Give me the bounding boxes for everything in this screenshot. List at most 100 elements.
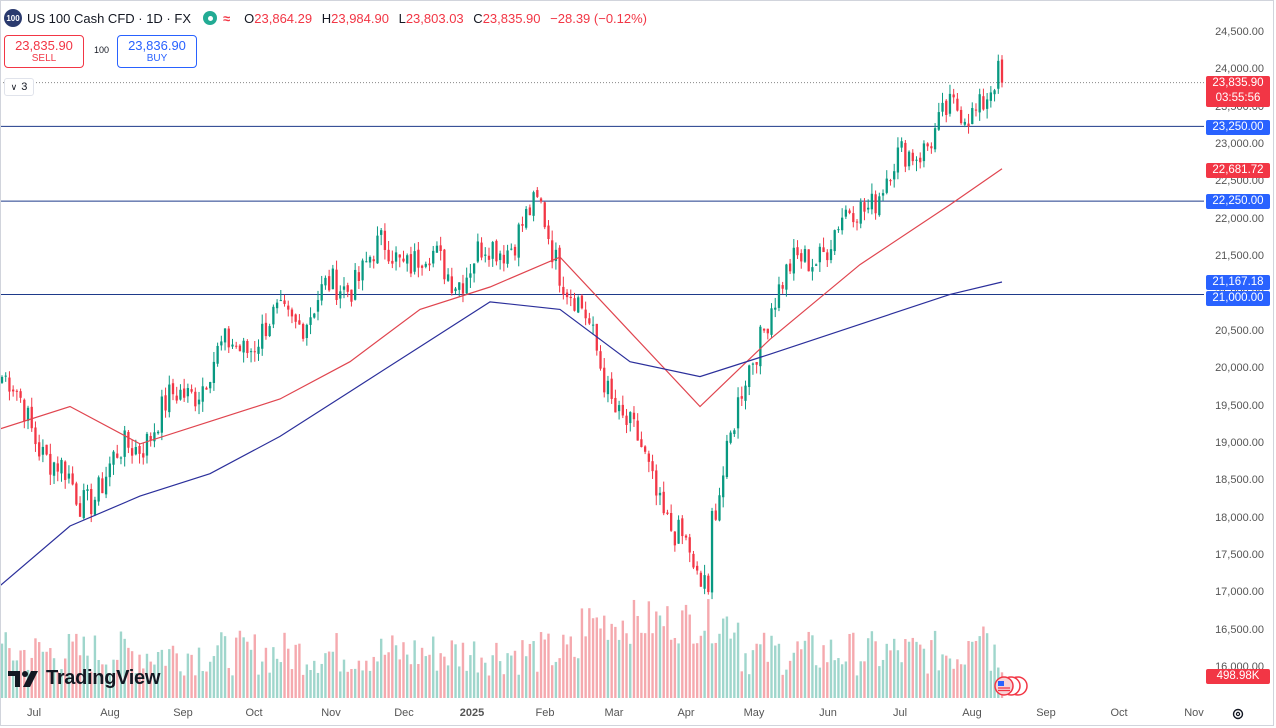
volume-bar bbox=[227, 667, 230, 698]
candle-body bbox=[829, 249, 833, 261]
volume-bar bbox=[164, 665, 167, 698]
candle-body bbox=[803, 249, 807, 262]
volume-bar bbox=[465, 670, 468, 698]
sell-button[interactable]: 23,835.90 SELL bbox=[4, 35, 84, 68]
price-axis-tick-label: 20,000.00 bbox=[1215, 362, 1264, 375]
volume-bar bbox=[517, 674, 520, 698]
candle-body bbox=[93, 499, 97, 515]
volume-bar bbox=[197, 647, 201, 698]
volume-bar bbox=[298, 643, 301, 698]
volume-bar bbox=[458, 666, 461, 698]
candle-body bbox=[945, 100, 948, 115]
volume-bar bbox=[595, 617, 598, 698]
time-axis-tick-label: 2025 bbox=[459, 707, 485, 719]
gear-icon[interactable] bbox=[1231, 707, 1245, 721]
candle-body bbox=[361, 260, 364, 281]
candle-body bbox=[268, 326, 271, 337]
volume-bar bbox=[461, 642, 465, 698]
volume-bar bbox=[721, 618, 725, 698]
candle-body bbox=[339, 291, 342, 299]
candle-body bbox=[320, 284, 323, 301]
volume-bar bbox=[621, 620, 625, 698]
volume-bar bbox=[208, 661, 212, 698]
price-chart[interactable] bbox=[0, 0, 1204, 700]
candle-body bbox=[852, 213, 855, 223]
volume-bar bbox=[450, 640, 454, 698]
candle-body bbox=[279, 300, 282, 302]
volume-bar bbox=[264, 647, 268, 698]
volume-bar bbox=[428, 654, 431, 698]
ma-fast-badge: 22,681.72 bbox=[1206, 163, 1270, 178]
candle-body bbox=[480, 242, 483, 258]
volume-bar bbox=[417, 664, 420, 698]
volume-bar bbox=[870, 631, 874, 698]
volume-bar bbox=[718, 633, 721, 698]
volume-bar bbox=[577, 658, 580, 698]
candle-body bbox=[774, 307, 777, 310]
indicators-toggle[interactable]: ∨ 3 bbox=[4, 78, 34, 96]
candle-body bbox=[15, 390, 19, 392]
volume-bar bbox=[762, 632, 766, 698]
volume-bar bbox=[361, 670, 364, 698]
volume-bar bbox=[651, 633, 654, 698]
volume-bar bbox=[409, 664, 413, 698]
volume-bar bbox=[220, 632, 223, 698]
current-price-badge: 23,835.90 03:55:56 bbox=[1206, 76, 1270, 107]
candle-body bbox=[156, 431, 160, 434]
candle-body bbox=[409, 254, 413, 274]
candle-body bbox=[19, 391, 22, 398]
candle-body bbox=[699, 572, 703, 587]
price-axis-tick-label: 17,000.00 bbox=[1215, 586, 1264, 599]
candle-body bbox=[551, 240, 554, 263]
price-axis-tick-label: 16,500.00 bbox=[1215, 623, 1264, 636]
candle-body bbox=[974, 109, 978, 111]
candle-body bbox=[792, 247, 795, 274]
volume-bar bbox=[937, 670, 941, 698]
candle-body bbox=[989, 92, 992, 101]
candle-body bbox=[591, 324, 595, 326]
volume-bar bbox=[487, 675, 491, 698]
symbol-title[interactable]: US 100 Cash CFD · 1D · FX bbox=[27, 10, 191, 26]
candle-body bbox=[78, 503, 82, 517]
volume-bar bbox=[558, 658, 561, 698]
volume-bar bbox=[480, 657, 483, 698]
candle-body bbox=[23, 399, 26, 422]
volume-bar bbox=[617, 639, 621, 698]
candle-body bbox=[911, 152, 914, 162]
candle-body bbox=[402, 258, 405, 262]
candle-body bbox=[588, 318, 591, 324]
volume-bar bbox=[666, 606, 669, 698]
chart-plot-area[interactable] bbox=[0, 0, 1204, 700]
change-value: −28.39 (−0.12%) bbox=[550, 10, 648, 26]
volume-bar bbox=[476, 672, 480, 698]
volume-bar bbox=[242, 637, 245, 698]
candle-body bbox=[242, 340, 245, 353]
tradingview-logo[interactable]: TradingView bbox=[8, 667, 160, 690]
us-economic-events-icon[interactable] bbox=[994, 675, 1028, 697]
candle-body bbox=[168, 384, 171, 413]
volume-bar bbox=[63, 658, 67, 698]
time-axis-tick-label: Sep bbox=[173, 707, 193, 719]
buy-button[interactable]: 23,836.90 BUY bbox=[117, 35, 197, 68]
volume-bar bbox=[524, 656, 528, 698]
volume-bar bbox=[669, 639, 673, 698]
candle-body bbox=[350, 289, 353, 302]
time-axis-tick-label: Aug bbox=[962, 707, 982, 719]
candle-body bbox=[733, 430, 736, 435]
candle-body bbox=[420, 265, 424, 268]
volume-bar bbox=[339, 671, 342, 698]
volume-bar bbox=[0, 643, 4, 698]
volume-bar bbox=[751, 650, 755, 698]
candle-body bbox=[301, 324, 305, 339]
symbol-legend[interactable]: 100 US 100 Cash CFD · 1D · FX ≈ O23,864.… bbox=[4, 8, 653, 28]
candle-body bbox=[313, 313, 316, 318]
candle-body bbox=[736, 397, 740, 429]
volume-bar bbox=[246, 641, 249, 698]
candle-body bbox=[952, 94, 955, 98]
volume-bar bbox=[502, 674, 506, 698]
candle-body bbox=[818, 246, 821, 263]
candle-body bbox=[487, 255, 491, 260]
volume-bar bbox=[759, 644, 762, 698]
candle-body bbox=[710, 510, 714, 593]
candle-body bbox=[446, 274, 450, 281]
